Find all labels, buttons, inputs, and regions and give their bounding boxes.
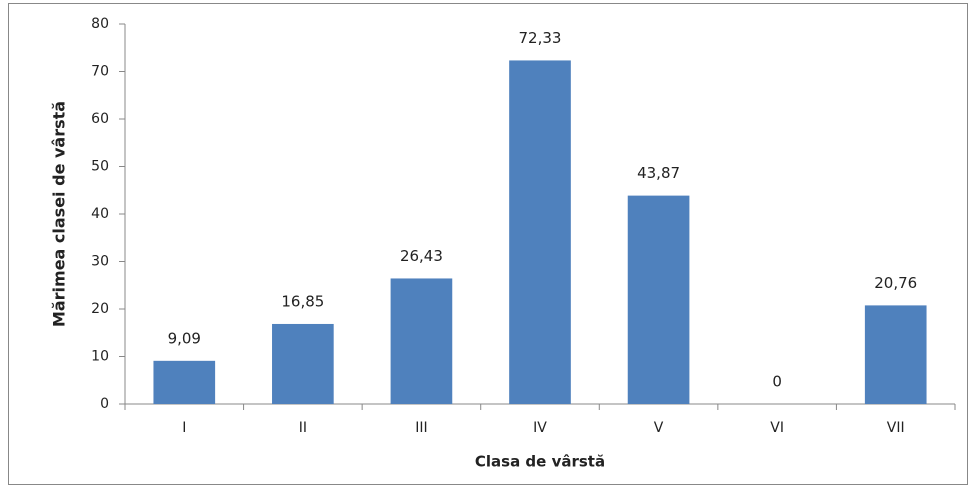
bar: [627, 195, 690, 404]
y-tick-label: 70: [91, 64, 109, 80]
bar: [153, 360, 216, 404]
bar: [509, 60, 571, 405]
y-tick-label: 0: [100, 396, 109, 412]
value-label: 43,87: [637, 164, 680, 182]
value-label: 16,85: [281, 292, 324, 310]
y-tick-label: 40: [91, 206, 109, 222]
bar: [272, 323, 334, 404]
x-tick-label: I: [182, 420, 186, 436]
x-tick-label: III: [415, 420, 427, 436]
x-tick-label: IV: [533, 420, 547, 436]
value-label: 0: [772, 373, 782, 391]
y-tick-label: 80: [91, 16, 109, 32]
x-tick-label: II: [299, 420, 307, 436]
bar: [864, 305, 927, 404]
y-tick-label: 60: [91, 111, 109, 127]
value-label: 20,76: [874, 274, 917, 292]
y-tick-label: 10: [91, 349, 109, 365]
x-tick-label: VI: [770, 420, 784, 436]
x-tick-label: VII: [887, 420, 905, 436]
bar: [390, 278, 453, 404]
y-tick-label: 30: [91, 254, 109, 270]
y-tick-label: 50: [91, 159, 109, 175]
value-label: 26,43: [400, 247, 443, 265]
y-axis-label: Mărimea clasei de vârstă: [50, 101, 69, 327]
x-tick-label: V: [654, 420, 664, 436]
value-label: 72,33: [519, 29, 562, 47]
value-label: 9,09: [168, 329, 201, 347]
chart-frame: [8, 3, 968, 485]
y-tick-label: 20: [91, 301, 109, 317]
x-axis-label: Clasa de vârstă: [475, 453, 605, 471]
